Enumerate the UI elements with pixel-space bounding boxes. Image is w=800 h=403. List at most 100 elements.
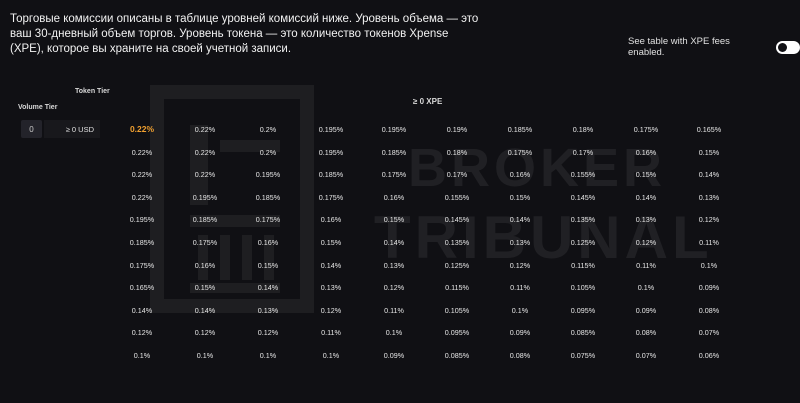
- fee-cell: 0.22%: [194, 170, 216, 180]
- fee-cell: 0.2%: [259, 125, 277, 134]
- fee-cell: 0.12%: [383, 283, 405, 293]
- fee-cell: 0.16%: [194, 260, 216, 270]
- fee-cell: 0.06%: [698, 351, 720, 360]
- fee-cell: 0.22%: [131, 147, 153, 157]
- fee-cell: 0.18%: [572, 125, 594, 134]
- fee-cell: 0.115%: [445, 283, 469, 293]
- fee-cell: 0.155%: [444, 192, 470, 202]
- fee-cell: 0.105%: [570, 283, 596, 293]
- fee-description-text: Торговые комиссии описаны в таблице уров…: [10, 13, 479, 55]
- fee-cell: 0.14%: [635, 192, 657, 202]
- fee-cell: 0.135%: [444, 238, 470, 247]
- fee-cell: 0.195%: [255, 170, 281, 180]
- fee-cell: 0.175%: [507, 147, 533, 157]
- fee-cell: 0.15%: [320, 238, 342, 247]
- fee-cell: 0.13%: [635, 215, 657, 225]
- fee-cell: 0.09%: [383, 351, 405, 360]
- xpe-fees-toggle-switch[interactable]: [775, 40, 800, 54]
- fee-cell: 0.1%: [259, 351, 277, 360]
- fee-cell: 0.125%: [444, 260, 470, 270]
- fee-cell: 0.175%: [255, 215, 281, 225]
- fee-cell: 0.175%: [192, 238, 218, 247]
- fee-cell: 0.085%: [570, 328, 596, 338]
- fee-cell: 0.08%: [698, 305, 720, 315]
- fee-cell: 0.07%: [698, 328, 720, 338]
- fee-cell: 0.17%: [572, 147, 594, 157]
- fee-cell: 0.14%: [257, 283, 279, 293]
- fee-cell: 0.175%: [633, 125, 659, 134]
- fee-cell: 0.175%: [129, 260, 155, 270]
- fee-cell: 0.125%: [570, 238, 596, 247]
- fee-cell: 0.115%: [571, 260, 595, 270]
- fee-cell: 0.15%: [257, 260, 279, 270]
- fee-cell: 0.095%: [570, 305, 596, 315]
- fee-cell: 0.13%: [257, 305, 279, 315]
- fee-cell: 0.165%: [129, 283, 155, 293]
- fee-cell: 0.12%: [509, 260, 531, 270]
- fee-cell: 0.11%: [384, 305, 404, 315]
- fee-cell: 0.105%: [444, 305, 470, 315]
- fee-cell: 0.17%: [446, 170, 468, 180]
- volume-tier-value: 0: [21, 120, 42, 138]
- fee-cell: 0.18%: [446, 147, 468, 157]
- fee-cell: 0.09%: [509, 328, 531, 338]
- fee-cell: 0.1%: [196, 351, 214, 360]
- fee-cell: 0.16%: [320, 215, 342, 225]
- usd-tier-label: ≥ 0 USD: [44, 120, 100, 138]
- fee-cell: 0.22%: [129, 124, 155, 134]
- fee-cell: 0.15%: [698, 147, 720, 157]
- fee-cell: 0.195%: [129, 215, 155, 225]
- fee-cell: 0.195%: [192, 192, 218, 202]
- fee-cell: 0.14%: [131, 305, 153, 315]
- fee-cell: 0.155%: [570, 170, 596, 180]
- fee-cell: 0.22%: [131, 170, 153, 180]
- fee-cell: 0.2%: [259, 147, 277, 157]
- fee-cell: 0.075%: [570, 351, 596, 360]
- fee-cell: 0.14%: [509, 215, 531, 225]
- fee-cell: 0.11%: [636, 260, 656, 270]
- fee-cell: 0.1%: [133, 351, 151, 360]
- fee-cell: 0.12%: [194, 328, 216, 338]
- fee-cell: 0.195%: [318, 147, 344, 157]
- fee-cell: 0.12%: [257, 328, 279, 338]
- fee-cell: 0.13%: [383, 260, 405, 270]
- fee-cell: 0.185%: [318, 170, 344, 180]
- fee-cell: 0.1%: [385, 328, 403, 338]
- xpe-fees-toggle-row: See table with XPE fees enabled.: [628, 36, 800, 58]
- fee-cell: 0.1%: [322, 351, 340, 360]
- fee-cell: 0.11%: [699, 238, 719, 247]
- fee-cell: 0.13%: [698, 192, 720, 202]
- fee-cell: 0.09%: [698, 283, 720, 293]
- fee-cell: 0.15%: [194, 283, 216, 293]
- fee-cell: 0.185%: [192, 215, 218, 225]
- fee-cell: 0.195%: [381, 125, 407, 134]
- fee-cell: 0.09%: [635, 305, 657, 315]
- fee-cell: 0.22%: [194, 147, 216, 157]
- watermark-logo-icon: [150, 85, 314, 313]
- fee-cell: 0.16%: [509, 170, 531, 180]
- fee-cell: 0.135%: [570, 215, 596, 225]
- fee-cell: 0.13%: [509, 238, 531, 247]
- fee-cell: 0.14%: [320, 260, 342, 270]
- fee-cell: 0.12%: [131, 328, 153, 338]
- fee-cell: 0.185%: [129, 238, 155, 247]
- fee-cell: 0.15%: [509, 192, 531, 202]
- xpe-tier-header: ≥ 0 XPE: [413, 97, 443, 106]
- fee-cell: 0.185%: [255, 192, 281, 202]
- fee-cell: 0.085%: [444, 351, 470, 360]
- toggle-knob: [777, 42, 787, 52]
- fee-cell: 0.145%: [570, 192, 596, 202]
- xpe-fees-toggle-label: See table with XPE fees enabled.: [628, 36, 730, 58]
- fee-cell: 0.16%: [257, 238, 279, 247]
- fee-cell: 0.15%: [383, 215, 405, 225]
- fee-cell: 0.11%: [321, 328, 341, 338]
- fee-cell: 0.145%: [444, 215, 470, 225]
- fee-cell: 0.095%: [444, 328, 470, 338]
- fee-cell: 0.1%: [637, 283, 655, 293]
- fee-cell: 0.12%: [320, 305, 342, 315]
- fee-cell: 0.12%: [635, 238, 657, 247]
- token-tier-header: Token Tier: [75, 88, 110, 95]
- fee-cell: 0.22%: [131, 192, 153, 202]
- fee-cell: 0.1%: [511, 305, 529, 315]
- broker-tribunal-watermark: BROKER TRIBUNAL: [150, 85, 710, 315]
